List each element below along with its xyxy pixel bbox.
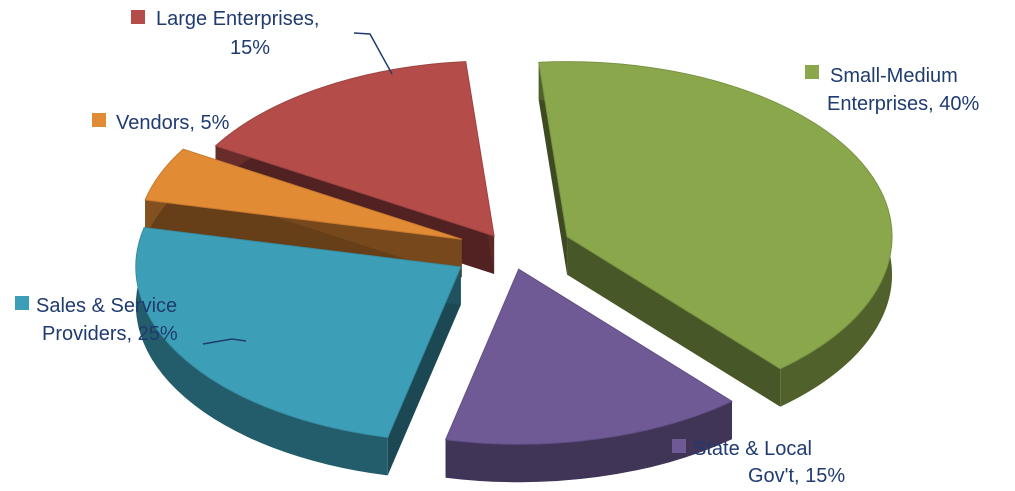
- data-label-line-large-enterprises: Large Enterprises,: [156, 8, 319, 30]
- data-label-line-sales-service-providers: Sales & Service: [36, 295, 177, 317]
- data-label-line-state-local-govt: Gov't, 15%: [748, 465, 845, 487]
- pie-slice-side-state-local-govt: [445, 401, 732, 483]
- pie-slice-top-sales-service-providers: [135, 226, 462, 438]
- legend-marker-sales-service-providers: [15, 296, 29, 310]
- pie-slice-side-sales-service-providers: [135, 227, 388, 476]
- pie-slice-edge-small-medium-enterprises: [538, 62, 568, 275]
- pie-slice-top-state-local-govt: [444, 268, 733, 445]
- legend-marker-large-enterprises: [131, 10, 145, 24]
- leader-line-large-enterprises: [353, 32, 393, 75]
- legend-marker-vendors: [92, 113, 106, 127]
- data-label-large-enterprises: Large Enterprises, 15%: [156, 8, 319, 59]
- pie-slice-state-local-govt: [444, 268, 733, 483]
- data-label-small-medium-enterprises: Small-Medium Enterprises, 40%: [827, 65, 980, 115]
- data-label-line-vendors: Vendors, 5%: [116, 112, 230, 134]
- data-label-line-small-medium-enterprises: Enterprises, 40%: [827, 93, 980, 115]
- data-label-line-large-enterprises: 15%: [230, 37, 270, 59]
- pie-slice-small-medium-enterprises: [538, 61, 893, 407]
- leader-line-sales-service-providers: [202, 338, 247, 345]
- pie-slice-top-small-medium-enterprises: [538, 61, 893, 370]
- data-label-line-small-medium-enterprises: Small-Medium: [830, 65, 958, 87]
- legend-marker-small-medium-enterprises: [805, 65, 819, 79]
- data-label-line-state-local-govt: State & Local: [693, 438, 812, 460]
- data-label-vendors: Vendors, 5%: [116, 112, 230, 134]
- pie-slice-top-large-enterprises: [214, 61, 495, 237]
- data-label-sales-service-providers: Sales & Service Providers, 25%: [36, 295, 178, 345]
- pie-slice-edge-small-medium-enterprises: [567, 236, 781, 407]
- pie-slice-top-vendors: [144, 148, 462, 240]
- pie-slice-edge-sales-service-providers: [387, 266, 461, 476]
- pie-slice-sales-service-providers: [135, 226, 462, 476]
- data-label-state-local-govt: State & Local Gov't, 15%: [693, 438, 845, 487]
- legend-marker-state-local-govt: [672, 439, 686, 453]
- data-label-line-sales-service-providers: Providers, 25%: [42, 323, 178, 345]
